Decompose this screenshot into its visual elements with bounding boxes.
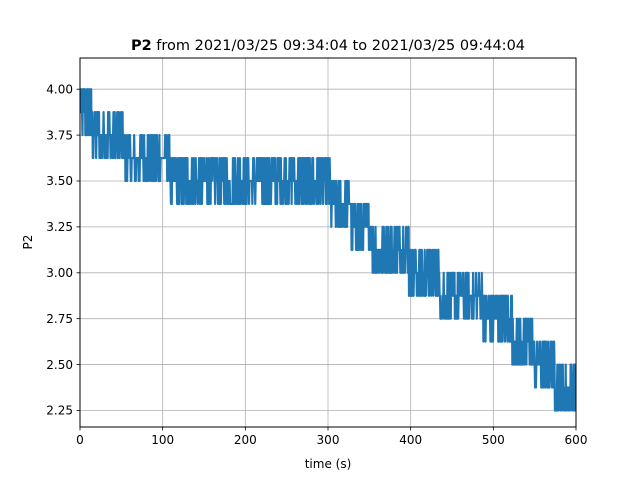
chart-title-bold: P2 (131, 38, 152, 54)
chart-title: P2 from 2021/03/25 09:34:04 to 2021/03/2… (131, 38, 525, 54)
y-tick-label: 3.25 (46, 220, 73, 234)
series-line-p2 (80, 88, 576, 412)
y-tick-label: 2.75 (46, 312, 73, 326)
y-tick-label: 2.25 (46, 404, 73, 418)
x-tick-label: 100 (151, 433, 174, 447)
y-tick-label: 3.50 (46, 174, 73, 188)
x-tick-label: 600 (565, 433, 588, 447)
x-tick-label: 0 (76, 433, 84, 447)
y-tick-label: 4.00 (46, 82, 73, 96)
y-tick-label: 3.75 (46, 128, 73, 142)
x-axis-label: time (s) (305, 457, 352, 471)
y-tick-label: 3.00 (46, 266, 73, 280)
x-tick-label: 200 (234, 433, 257, 447)
y-axis: 2.25 2.50 2.75 3.00 3.25 3.50 3.75 4.00 (46, 82, 80, 418)
plot-area (80, 88, 576, 412)
x-tick-label: 300 (317, 433, 340, 447)
y-tick-label: 2.50 (46, 358, 73, 372)
y-axis-label: P2 (21, 235, 35, 250)
x-tick-label: 500 (482, 433, 505, 447)
x-tick-label: 400 (399, 433, 422, 447)
chart-title-rest: from 2021/03/25 09:34:04 to 2021/03/25 0… (152, 38, 525, 54)
x-axis: 0 100 200 300 400 500 600 (76, 427, 587, 447)
